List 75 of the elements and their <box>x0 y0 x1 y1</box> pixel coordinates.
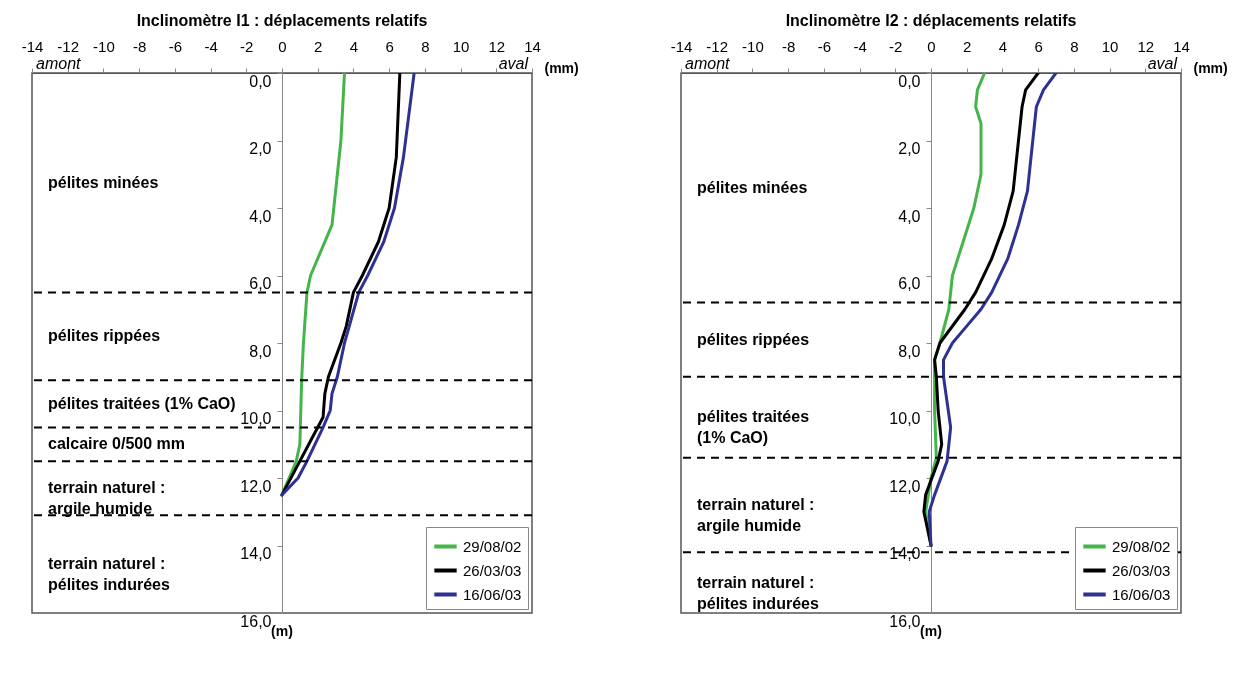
text: aval <box>498 55 529 72</box>
annotation: pélites rippées <box>48 327 161 345</box>
y-tick-label: 0,0 <box>898 72 921 90</box>
y-tick-label: 0,0 <box>249 72 272 90</box>
x-axis-title: (mm) <box>1193 59 1228 76</box>
y-tick-label: 6,0 <box>898 275 921 292</box>
annotation: terrain naturel : argile humide <box>697 496 815 534</box>
x-tick-label: 10 <box>1101 37 1119 55</box>
y-tick-label: 14,0 <box>240 545 272 562</box>
legend-label: 16/06/03 <box>1112 585 1171 603</box>
x-tick-label: 12 <box>488 37 506 55</box>
legend-label: 16/06/03 <box>463 585 522 603</box>
y-tick-label: 10,0 <box>889 410 921 427</box>
x-tick-label: -12 <box>706 37 729 55</box>
annotation: terrain naturel : argile humide <box>48 479 166 518</box>
chart-title: Inclinomètre I2 : déplacements relatifs <box>785 12 1077 29</box>
legend-label: 26/03/03 <box>463 561 522 579</box>
annotation: pélites traitées (1% CaO) <box>48 394 236 412</box>
y-tick-label: 4,0 <box>898 207 921 225</box>
x-tick-label: 4 <box>349 37 359 55</box>
legend-label: 29/08/02 <box>1112 537 1171 555</box>
x-tick-label: -8 <box>132 37 147 55</box>
x-tick-label: 14 <box>1173 37 1190 55</box>
y-tick-label: 12,0 <box>889 477 921 495</box>
y-tick-label: 6,0 <box>249 275 272 292</box>
x-tick-label: -12 <box>57 37 80 55</box>
y-tick-label: 8,0 <box>249 342 272 360</box>
x-tick-label: -14 <box>21 37 44 55</box>
text: (m) <box>271 623 293 639</box>
annotation: pélites rippées <box>697 330 810 348</box>
x-tick-label: 0 <box>927 37 936 55</box>
x-tick-label: -6 <box>168 37 183 55</box>
text: aval <box>1147 55 1178 72</box>
x-tick-label: -2 <box>240 37 254 55</box>
y-tick-label: 4,0 <box>249 207 272 225</box>
x-tick-label: -4 <box>204 37 218 55</box>
x-tick-label: 2 <box>314 37 323 55</box>
y-tick-label: 16,0 <box>240 612 272 630</box>
x-tick-label: 8 <box>421 37 430 55</box>
x-tick-label: 6 <box>1034 37 1043 55</box>
text: amont <box>685 55 731 72</box>
x-tick-label: 6 <box>385 37 394 55</box>
legend-label: 26/03/03 <box>1112 561 1171 579</box>
x-tick-label: -6 <box>817 37 832 55</box>
annotation: terrain naturel : pélites indurées <box>48 555 170 594</box>
y-tick-label: 2,0 <box>898 140 921 157</box>
x-tick-label: 0 <box>278 37 287 55</box>
text: (m) <box>920 623 942 639</box>
x-tick-label: 12 <box>1137 37 1155 55</box>
y-tick-label: 14,0 <box>889 545 921 562</box>
annotation: pélites minées <box>48 173 159 191</box>
y-tick-label: 16,0 <box>889 612 921 630</box>
y-tick-label: 8,0 <box>898 342 921 360</box>
text: amont <box>36 55 82 72</box>
x-axis-title: (mm) <box>544 59 579 76</box>
x-tick-label: 2 <box>963 37 972 55</box>
x-tick-label: 4 <box>998 37 1008 55</box>
annotation: pélites minées <box>697 178 808 196</box>
chart-title: Inclinomètre I1 : déplacements relatifs <box>136 12 428 29</box>
y-tick-label: 12,0 <box>240 477 272 495</box>
y-tick-label: 10,0 <box>240 410 272 427</box>
x-tick-label: -2 <box>889 37 903 55</box>
x-tick-label: -10 <box>742 37 764 55</box>
x-tick-label: 8 <box>1070 37 1079 55</box>
annotation: terrain naturel : pélites indurées <box>697 573 819 612</box>
x-tick-label: 14 <box>524 37 541 55</box>
annotation: calcaire 0/500 mm <box>48 435 185 453</box>
annotation: pélites traitées (1% CaO) <box>697 408 810 447</box>
x-tick-label: -10 <box>93 37 115 55</box>
y-tick-label: 2,0 <box>249 140 272 157</box>
x-tick-label: -4 <box>853 37 867 55</box>
x-tick-label: -14 <box>670 37 693 55</box>
legend-label: 29/08/02 <box>463 537 522 555</box>
x-tick-label: -8 <box>781 37 796 55</box>
x-tick-label: 10 <box>452 37 470 55</box>
